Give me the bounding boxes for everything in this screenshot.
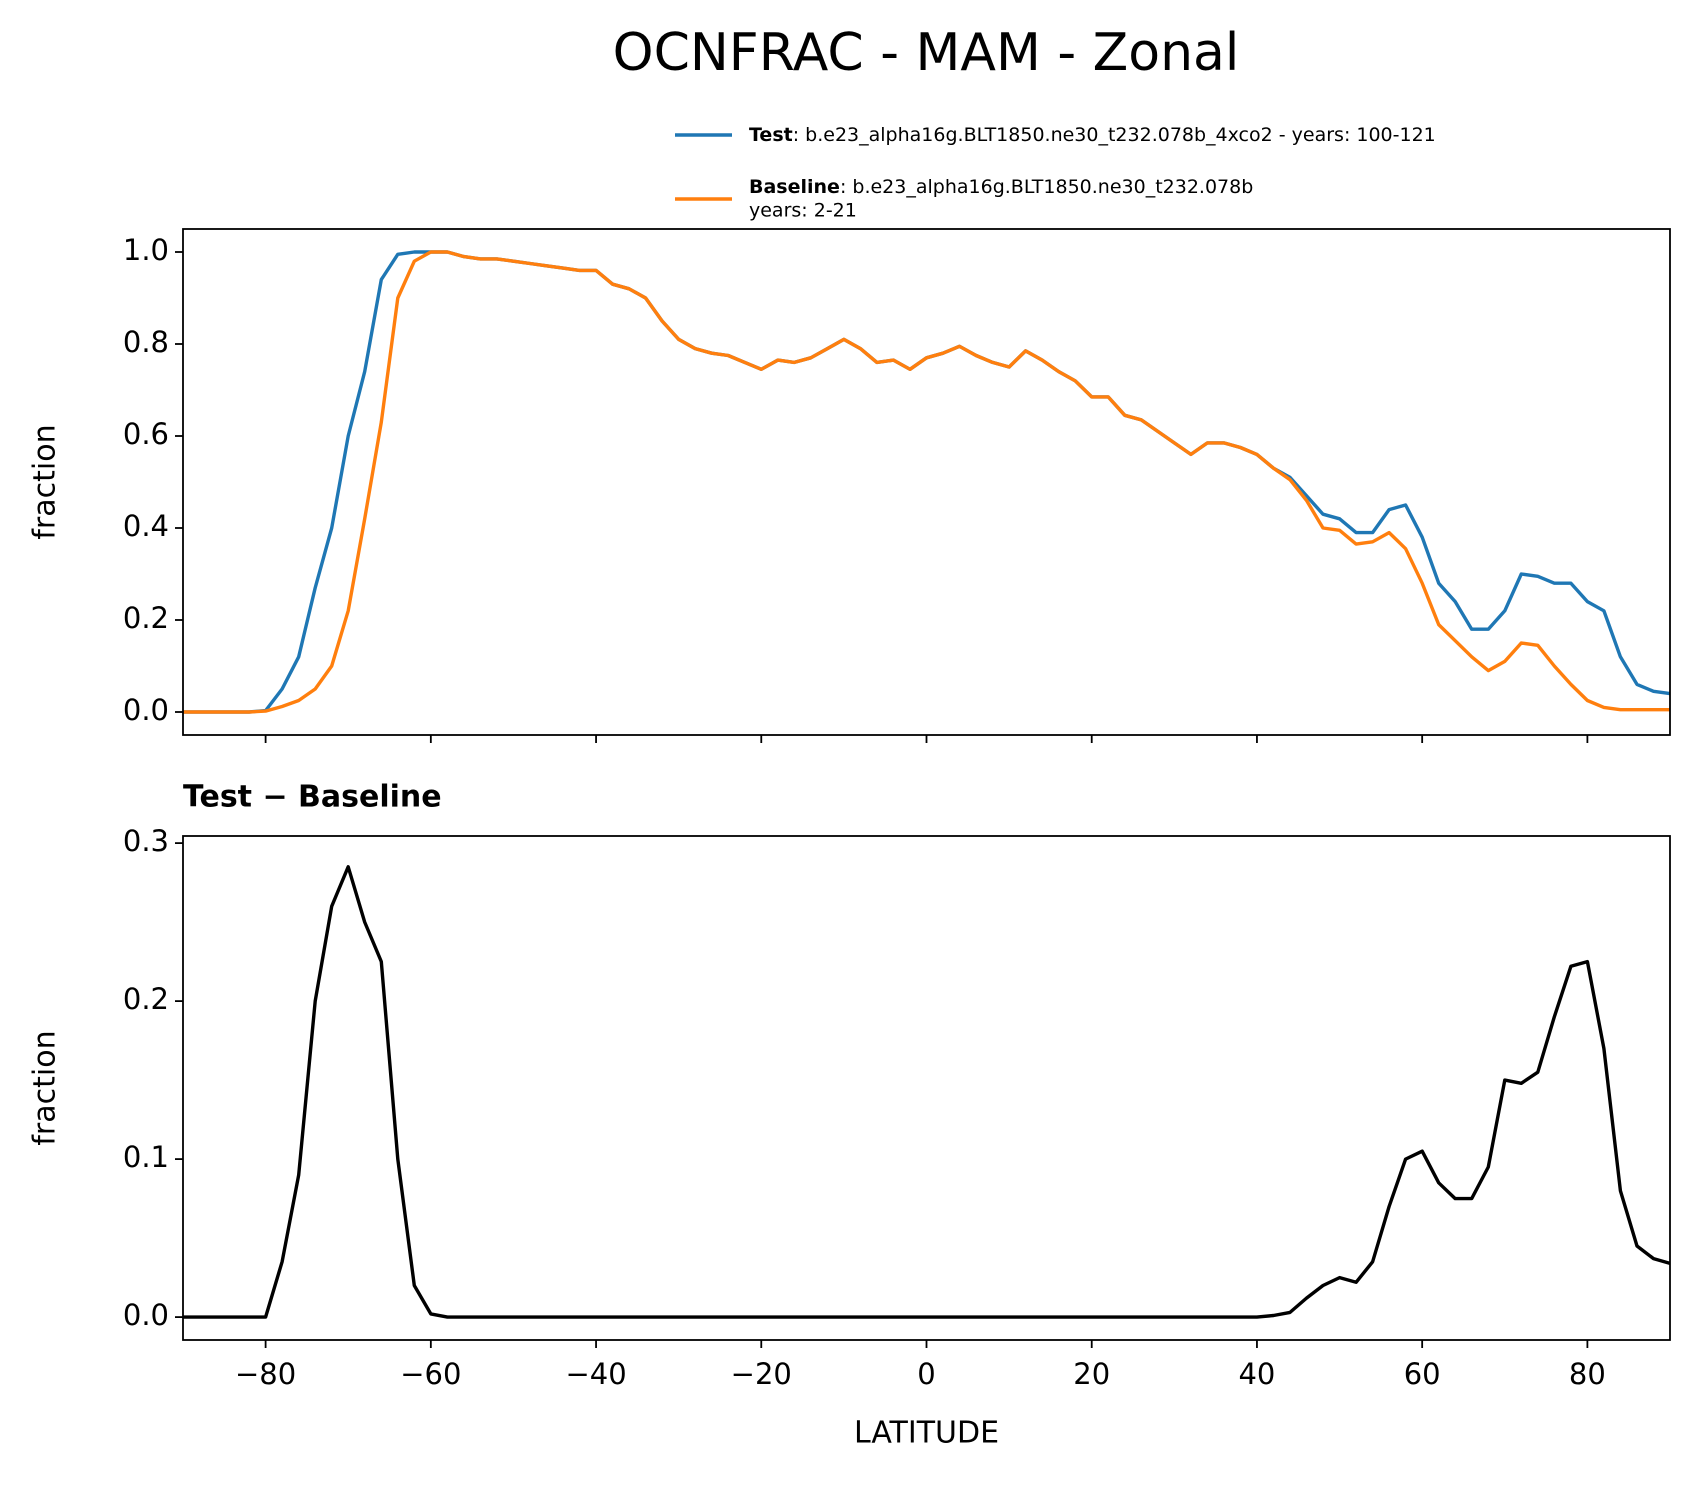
- y-tick-label: 0.8: [123, 325, 169, 359]
- series-line: [183, 250, 1670, 714]
- x-tick-label: −60: [400, 1357, 461, 1391]
- y-tick-label: 0.1: [123, 1140, 169, 1174]
- axes-frame: [182, 835, 1671, 1341]
- x-tick-label: −40: [565, 1357, 626, 1391]
- axes-title: Test − Baseline: [183, 780, 442, 815]
- figure-title: OCNFRAC - MAM - Zonal: [613, 23, 1240, 83]
- y-tick-label: 0.4: [123, 509, 169, 543]
- x-tick-label: 40: [1238, 1357, 1275, 1391]
- legend-text: : b.e23_alpha16g.BLT1850.ne30_t232.078b_…: [793, 124, 1436, 146]
- y-tick-label: 0.6: [123, 417, 169, 451]
- legend-text: : b.e23_alpha16g.BLT1850.ne30_t232.078b: [840, 176, 1253, 198]
- series-line: [183, 250, 1671, 714]
- y-axis-label: fraction: [28, 1030, 63, 1145]
- y-tick-label: 0.3: [123, 824, 169, 858]
- x-axis-label: LATITUDE: [854, 1416, 999, 1451]
- y-axis-label: fraction: [28, 424, 63, 539]
- legend-name: Baseline: [749, 176, 840, 198]
- x-tick-label: 80: [1569, 1357, 1606, 1391]
- legend-label: Test: b.e23_alpha16g.BLT1850.ne30_t232.0…: [749, 124, 1436, 146]
- x-tick-label: 0: [917, 1357, 935, 1391]
- legend-label: Baseline: b.e23_alpha16g.BLT1850.ne30_t2…: [749, 176, 1253, 198]
- x-tick-label: 20: [1073, 1357, 1110, 1391]
- axes-frame: [182, 228, 1671, 736]
- x-tick-label: −80: [235, 1357, 296, 1391]
- x-tick-label: 60: [1404, 1357, 1441, 1391]
- y-tick-label: 0.0: [123, 1298, 169, 1332]
- series-line: [183, 865, 1671, 1319]
- legend-label: years: 2-21: [749, 200, 857, 222]
- y-tick-label: 0.2: [123, 982, 169, 1016]
- legend-name: Test: [749, 124, 793, 146]
- x-tick-label: −20: [731, 1357, 792, 1391]
- y-tick-label: 1.0: [123, 233, 169, 267]
- y-tick-label: 0.0: [123, 693, 169, 727]
- y-tick-label: 0.2: [123, 601, 169, 635]
